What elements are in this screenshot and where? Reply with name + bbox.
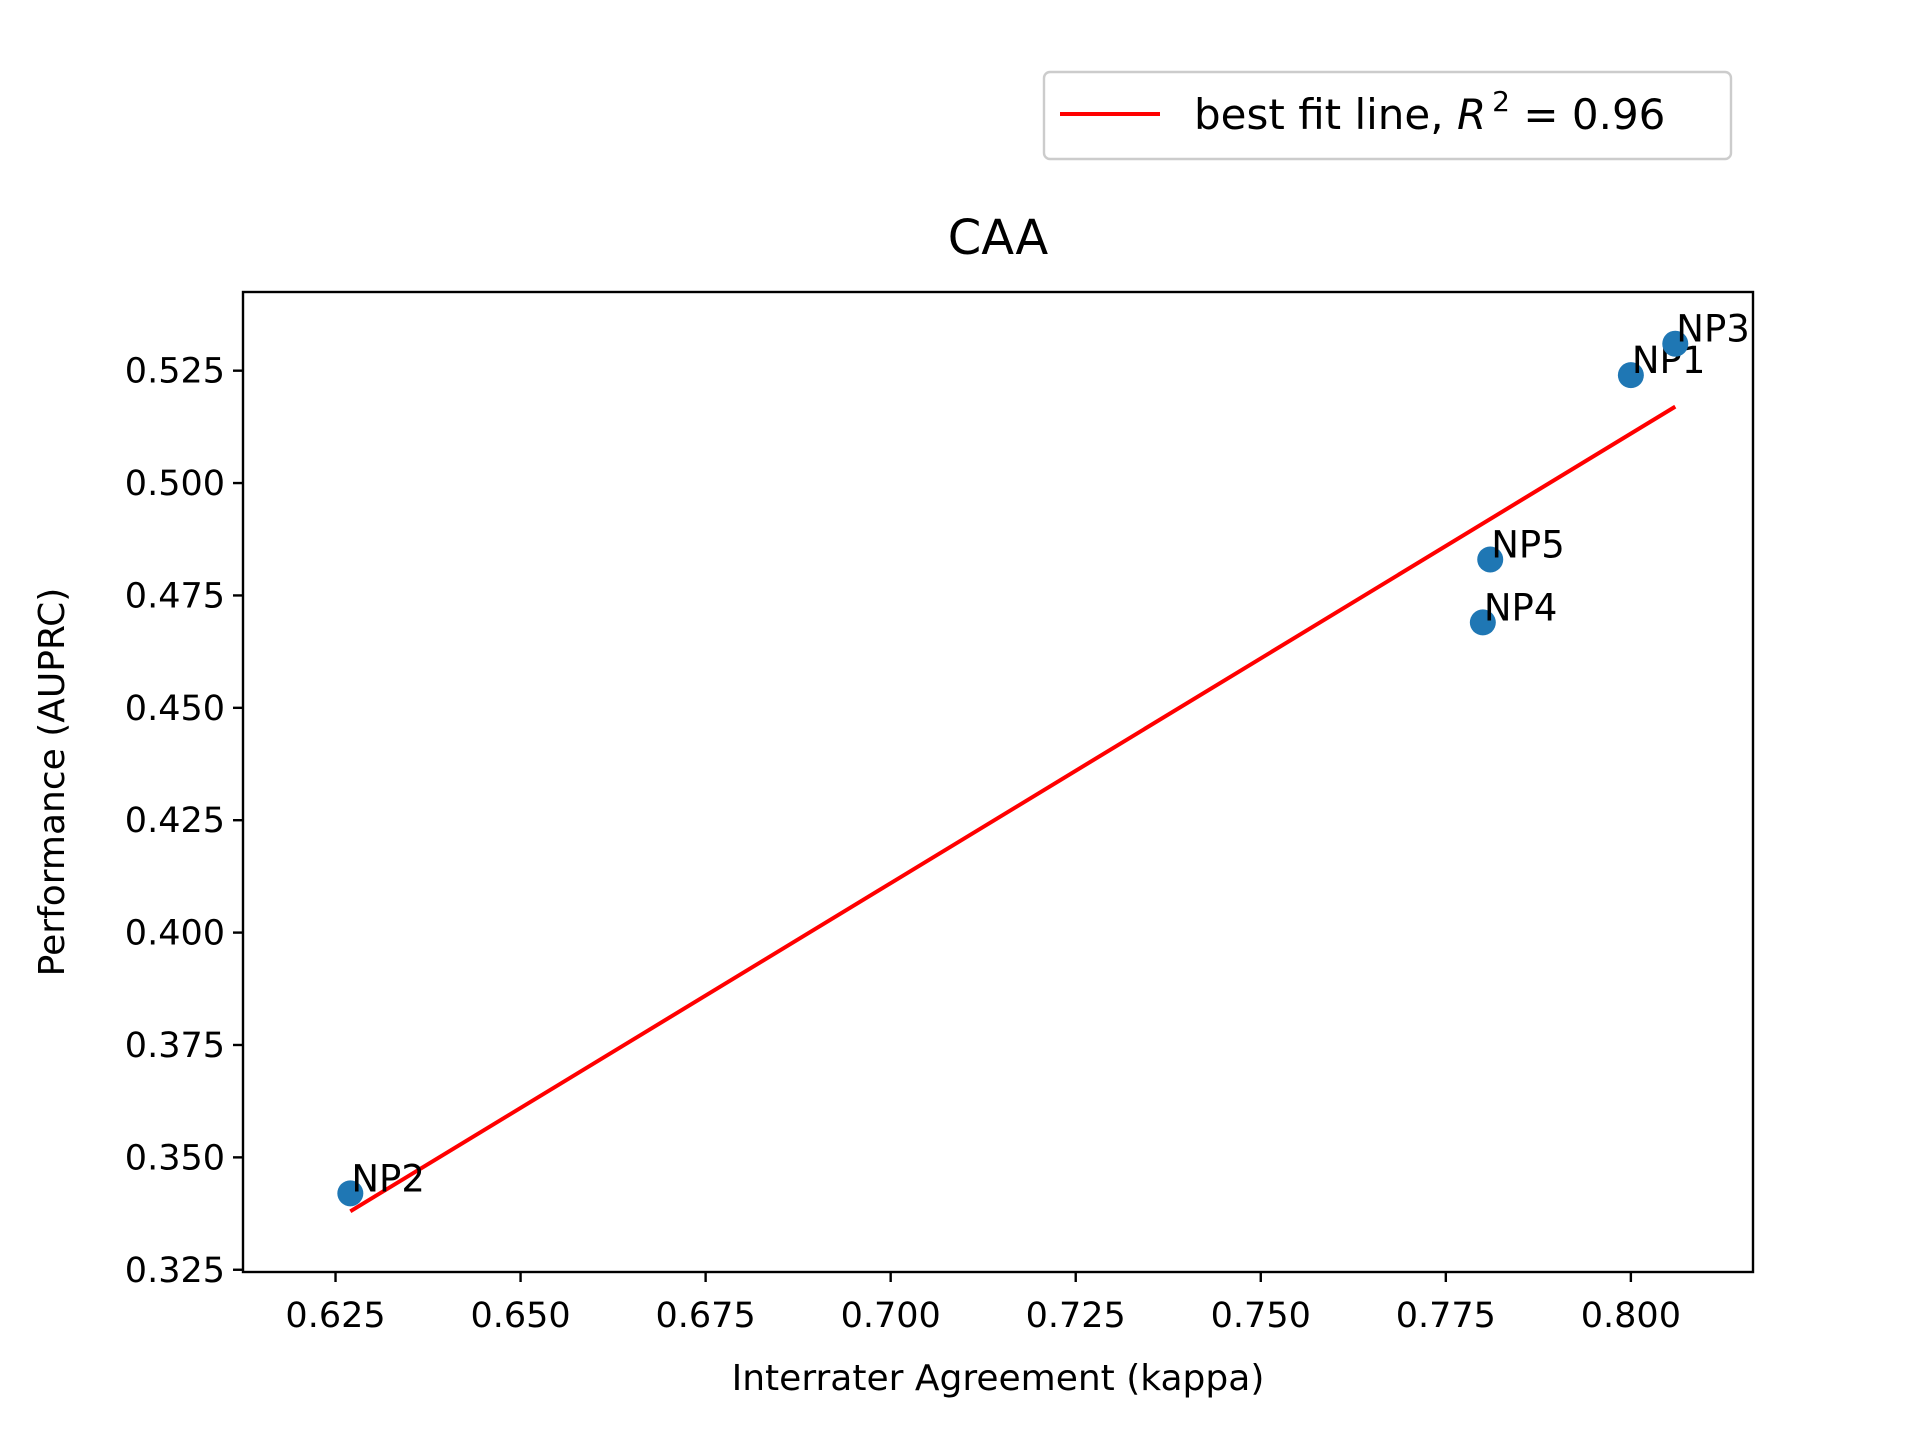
x-tick-label: 0.725 xyxy=(1026,1296,1126,1336)
best-fit-line xyxy=(349,404,1677,1214)
y-tick-label: 0.450 xyxy=(125,689,225,729)
x-tick-label: 0.700 xyxy=(841,1296,941,1336)
plot-frame xyxy=(241,290,1755,1274)
plot-area xyxy=(241,290,1755,1274)
x-tick-label: 0.675 xyxy=(656,1296,756,1336)
data-point-np3 xyxy=(1662,330,1689,357)
fit-line-layer xyxy=(349,404,1677,1214)
x-tick-label: 0.800 xyxy=(1581,1296,1681,1336)
point-label-np2: NP2 xyxy=(351,1157,425,1200)
y-tick-label: 0.425 xyxy=(125,801,225,841)
data-point-np5 xyxy=(1477,546,1504,573)
chart-title: CAA xyxy=(948,210,1049,266)
legend-label-var: R xyxy=(1457,90,1486,139)
y-tick-label: 0.475 xyxy=(125,576,225,616)
x-tick-label: 0.750 xyxy=(1211,1296,1311,1336)
point-label-np4: NP4 xyxy=(1484,586,1558,629)
y-tick-label: 0.375 xyxy=(125,1026,225,1066)
x-tick-label: 0.625 xyxy=(285,1296,385,1336)
point-label-np5: NP5 xyxy=(1491,523,1565,566)
y-tick-label: 0.350 xyxy=(125,1138,225,1178)
y-tick-label: 0.325 xyxy=(125,1251,225,1291)
x-axis-label: Interrater Agreement (kappa) xyxy=(732,1358,1265,1399)
legend-box xyxy=(1042,70,1733,161)
data-point-np4 xyxy=(1469,609,1496,636)
data-point-np1 xyxy=(1617,362,1644,389)
x-tick-label: 0.650 xyxy=(470,1296,570,1336)
legend-label-sup: 2 xyxy=(1492,85,1510,118)
y-tick-label: 0.400 xyxy=(125,914,225,954)
x-axis-ticks: 0.625 0.650 0.675 0.700 0.725 0.750 0.775 0.800 xyxy=(285,1272,1681,1336)
y-axis-ticks: 0.325 0.350 0.375 0.400 0.425 0.450 0.475 0.500… xyxy=(125,352,243,1291)
y-axis-label: Performance (AUPRC) xyxy=(32,588,73,977)
y-tick-label: 0.525 xyxy=(125,352,225,392)
y-tick-label: 0.500 xyxy=(125,464,225,504)
data-point-np2 xyxy=(337,1180,364,1207)
legend-label-prefix: best fit line, xyxy=(1194,90,1457,139)
x-tick-label: 0.775 xyxy=(1396,1296,1496,1336)
point-label-np3: NP3 xyxy=(1676,308,1750,351)
legend-label-suffix: = 0.96 xyxy=(1510,90,1665,139)
